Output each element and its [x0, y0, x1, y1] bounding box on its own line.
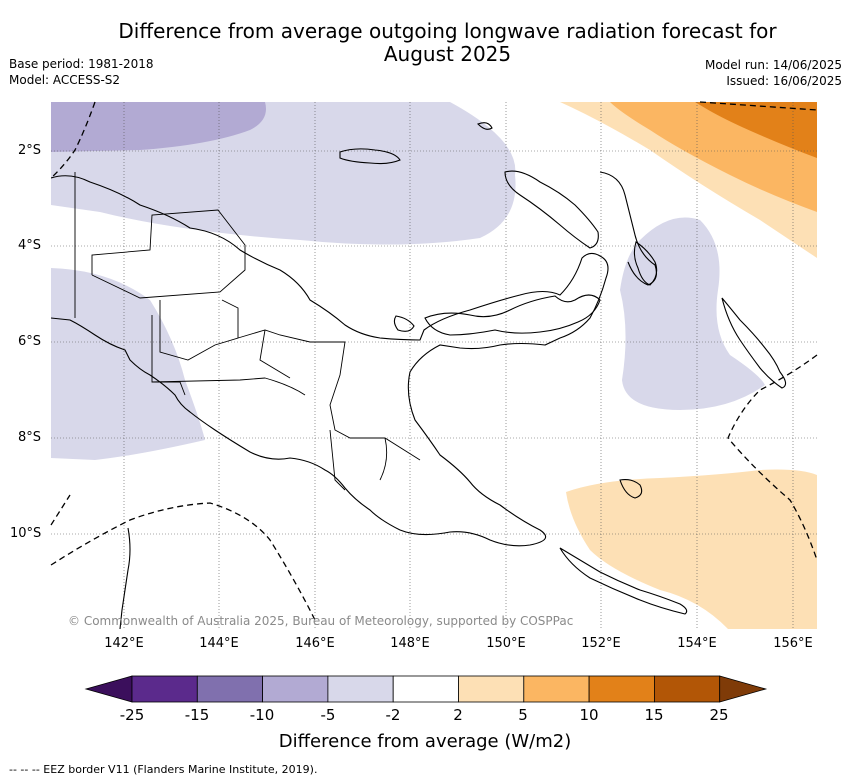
- colorbar-label: 2: [453, 706, 463, 724]
- colorbar-label: 25: [709, 706, 729, 724]
- colorbar-label: -10: [249, 706, 275, 724]
- lat-tick-4s: 4°S: [18, 238, 42, 253]
- cape-york-coastline: [119, 527, 131, 629]
- south-east-islands-coastline: [559, 547, 688, 615]
- model-run: Model run: 14/06/2025: [704, 58, 842, 72]
- lat-tick-6s: 6°S: [18, 334, 42, 349]
- papua-boundary: [329, 429, 388, 491]
- anomaly-field: [51, 102, 817, 629]
- colorbar-label: 10: [579, 706, 599, 724]
- anomaly-region-west: [51, 268, 205, 460]
- province-borders: [74, 172, 421, 491]
- chart-title: Difference from average outgoing longwav…: [80, 20, 815, 66]
- colorbar-swatch: [654, 675, 721, 703]
- highlands-boundaries: [159, 299, 421, 461]
- lon-tick-154e: 154°E: [677, 636, 717, 651]
- gridlines: [51, 102, 817, 629]
- lat-tick-10s: 10°S: [10, 526, 42, 541]
- colorbar-swatch: [458, 675, 525, 703]
- issued-date: Issued: 16/06/2025: [726, 74, 842, 88]
- base-period: Base period: 1981-2018: [9, 57, 154, 71]
- lon-tick-150e: 150°E: [486, 636, 526, 651]
- lon-tick-148e: 148°E: [390, 636, 430, 651]
- lon-tick-156e: 156°E: [773, 636, 813, 651]
- lon-tick-144e: 144°E: [199, 636, 239, 651]
- colorbar-swatch: [392, 675, 459, 703]
- north-coast-detail: [599, 171, 657, 286]
- colorbar-label: -25: [119, 706, 145, 724]
- colorbar-swatch: [196, 675, 264, 703]
- colorbar-extend-low: [84, 675, 133, 703]
- metadata-right: Model run: 14/06/2025 Issued: 16/06/2025: [705, 57, 842, 89]
- colorbar-swatch: [131, 675, 198, 703]
- new-britain-coastline: [424, 294, 601, 336]
- colorbar-extend-high: [719, 675, 768, 703]
- title-line-2: August 2025: [383, 42, 512, 66]
- colorbar-label: -15: [184, 706, 210, 724]
- eez-border-east: [727, 354, 818, 561]
- lon-tick-142e: 142°E: [104, 636, 144, 651]
- model-name: Model: ACCESS-S2: [9, 73, 121, 87]
- colorbar-swatch: [523, 675, 590, 703]
- eez-borders: [50, 101, 818, 621]
- island-group-detail: [393, 122, 643, 499]
- colorbar-swatch: [262, 675, 329, 703]
- colorbar-label: -2: [385, 706, 401, 724]
- lon-tick-152e: 152°E: [581, 636, 621, 651]
- manus-coastline: [339, 148, 401, 165]
- colorbar-label: -5: [320, 706, 336, 724]
- bougainville-coastline: [633, 241, 658, 286]
- eez-border-south-west: [50, 502, 316, 621]
- anomaly-region-north-west-strong: [51, 102, 266, 152]
- anomaly-region-south-east: [566, 469, 817, 629]
- sepik-boundary: [91, 209, 246, 299]
- colorbar-swatch: [588, 675, 655, 703]
- colorbar-label: 15: [644, 706, 664, 724]
- coastlines: [51, 122, 787, 629]
- copyright-notice: © Commonwealth of Australia 2025, Bureau…: [68, 614, 574, 628]
- title-line-1: Difference from average outgoing longwav…: [118, 19, 777, 43]
- lat-tick-8s: 8°S: [18, 430, 42, 445]
- anomaly-region-north-east-strong: [695, 102, 817, 158]
- new-guinea-coastline: [51, 175, 609, 547]
- eez-border-north-west: [50, 101, 96, 179]
- lat-tick-2s: 2°S: [18, 143, 42, 158]
- new-ireland-coastline: [504, 170, 599, 249]
- western-province-boundary: [151, 377, 306, 396]
- metadata-left: Base period: 1981-2018 Model: ACCESS-S2: [9, 56, 154, 88]
- colorbar-label: 5: [518, 706, 528, 724]
- colorbar-title: Difference from average (W/m2): [278, 731, 572, 752]
- colorbar-swatch: [327, 675, 394, 703]
- colorbar: [84, 675, 768, 703]
- solomon-islands-coastline: [721, 297, 787, 389]
- lon-tick-146e: 146°E: [295, 636, 335, 651]
- eez-footnote: -- -- -- EEZ border V11 (Flanders Marine…: [9, 763, 318, 776]
- eez-border-west-straight: [50, 494, 71, 526]
